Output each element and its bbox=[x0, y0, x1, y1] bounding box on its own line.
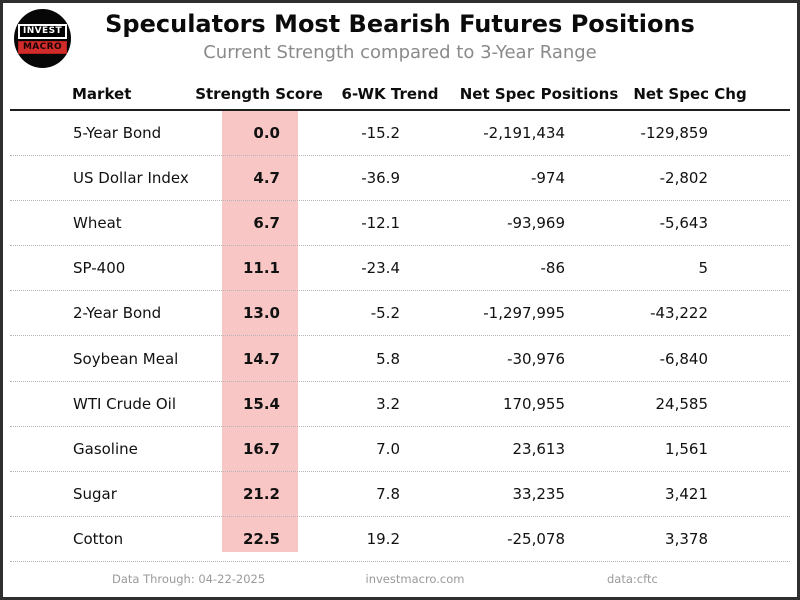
footer-data-through: Data Through: 04-22-2025 bbox=[112, 572, 266, 586]
table-row: WTI Crude Oil 15.4 3.2 170,955 24,585 bbox=[10, 382, 790, 427]
strength-score-cell: 13.0 bbox=[242, 304, 280, 323]
strength-score-cell: 15.4 bbox=[242, 394, 280, 413]
net-positions-cell: -2,191,434 bbox=[483, 124, 565, 143]
trend-cell: 19.2 bbox=[366, 529, 400, 548]
trend-cell: -12.1 bbox=[361, 214, 400, 233]
trend-cell: -23.4 bbox=[361, 259, 400, 278]
net-positions-cell: -93,969 bbox=[507, 214, 565, 233]
net-chg-cell: 3,378 bbox=[665, 529, 708, 548]
table-row: 2-Year Bond 13.0 -5.2 -1,297,995 -43,222 bbox=[10, 291, 790, 337]
net-chg-cell: -2,802 bbox=[659, 169, 708, 188]
table-row: 5-Year Bond 0.0 -15.2 -2,191,434 -129,85… bbox=[10, 111, 790, 157]
column-header-market: Market bbox=[72, 85, 132, 103]
net-positions-cell: -25,078 bbox=[507, 529, 565, 548]
page-title: Speculators Most Bearish Futures Positio… bbox=[105, 10, 695, 38]
market-cell: Wheat bbox=[73, 214, 122, 233]
net-chg-cell: 3,421 bbox=[665, 484, 708, 503]
strength-score-cell: 16.7 bbox=[242, 439, 280, 458]
market-cell: SP-400 bbox=[73, 259, 126, 278]
header-block: Speculators Most Bearish Futures Positio… bbox=[0, 10, 800, 64]
table-row: Wheat 6.7 -12.1 -93,969 -5,643 bbox=[10, 201, 790, 247]
strength-score-cell: 21.2 bbox=[242, 484, 280, 503]
strength-score-cell: 0.0 bbox=[253, 124, 280, 143]
market-cell: Gasoline bbox=[73, 439, 138, 458]
net-positions-cell: 33,235 bbox=[512, 484, 566, 503]
net-chg-cell: -43,222 bbox=[650, 304, 708, 323]
logo-macro-text: MACRO bbox=[17, 40, 68, 54]
net-positions-cell: -974 bbox=[530, 169, 565, 188]
table-row: SP-400 11.1 -23.4 -86 5 bbox=[10, 246, 790, 292]
market-cell: 5-Year Bond bbox=[73, 124, 162, 143]
net-chg-cell: -129,859 bbox=[640, 124, 708, 143]
strength-score-highlight-band bbox=[222, 111, 298, 552]
futures-table: 5-Year Bond 0.0 -15.2 -2,191,434 -129,85… bbox=[10, 111, 790, 562]
strength-score-cell: 4.7 bbox=[253, 169, 280, 188]
table-row: Cotton 22.5 19.2 -25,078 3,378 bbox=[10, 517, 790, 562]
market-cell: WTI Crude Oil bbox=[73, 394, 176, 413]
column-header-net-spec-chg: Net Spec Chg bbox=[633, 85, 747, 103]
market-cell: US Dollar Index bbox=[73, 169, 189, 188]
table-row: Sugar 21.2 7.8 33,235 3,421 bbox=[10, 472, 790, 517]
column-header-strength-score: Strength Score bbox=[195, 85, 323, 103]
net-chg-cell: -6,840 bbox=[659, 349, 708, 368]
trend-cell: -36.9 bbox=[361, 169, 400, 188]
page-subtitle: Current Strength compared to 3-Year Rang… bbox=[203, 42, 597, 63]
strength-score-cell: 11.1 bbox=[242, 259, 280, 278]
net-chg-cell: 5 bbox=[698, 259, 708, 278]
strength-score-cell: 14.7 bbox=[242, 349, 280, 368]
table-row: US Dollar Index 4.7 -36.9 -974 -2,802 bbox=[10, 156, 790, 202]
table-row: Gasoline 16.7 7.0 23,613 1,561 bbox=[10, 427, 790, 472]
net-positions-cell: -30,976 bbox=[507, 349, 565, 368]
market-cell: Sugar bbox=[73, 484, 117, 503]
trend-cell: 5.8 bbox=[376, 349, 400, 368]
net-chg-cell: -5,643 bbox=[659, 214, 708, 233]
market-cell: Soybean Meal bbox=[73, 349, 179, 368]
logo-invest-text: INVEST bbox=[17, 23, 67, 39]
table-row: Soybean Meal 14.7 5.8 -30,976 -6,840 bbox=[10, 336, 790, 382]
strength-score-cell: 22.5 bbox=[242, 529, 280, 548]
column-header-6wk-trend: 6-WK Trend bbox=[341, 85, 439, 103]
net-positions-cell: 23,613 bbox=[512, 439, 566, 458]
net-chg-cell: 24,585 bbox=[655, 394, 709, 413]
strength-score-cell: 6.7 bbox=[253, 214, 280, 233]
trend-cell: 7.0 bbox=[376, 439, 400, 458]
trend-cell: -5.2 bbox=[370, 304, 400, 323]
net-positions-cell: -1,297,995 bbox=[483, 304, 565, 323]
trend-cell: 3.2 bbox=[376, 394, 400, 413]
net-positions-cell: 170,955 bbox=[502, 394, 565, 413]
market-cell: Cotton bbox=[73, 529, 124, 548]
net-positions-cell: -86 bbox=[540, 259, 566, 278]
trend-cell: -15.2 bbox=[361, 124, 400, 143]
header-divider bbox=[10, 109, 790, 111]
footer-data-source: data:cftc bbox=[607, 572, 658, 586]
column-header-net-spec-positions: Net Spec Positions bbox=[459, 85, 619, 103]
investmacro-logo-icon: INVEST MACRO bbox=[14, 9, 71, 68]
footer-website: investmacro.com bbox=[365, 572, 465, 586]
market-cell: 2-Year Bond bbox=[73, 304, 162, 323]
net-chg-cell: 1,561 bbox=[665, 439, 708, 458]
trend-cell: 7.8 bbox=[376, 484, 400, 503]
